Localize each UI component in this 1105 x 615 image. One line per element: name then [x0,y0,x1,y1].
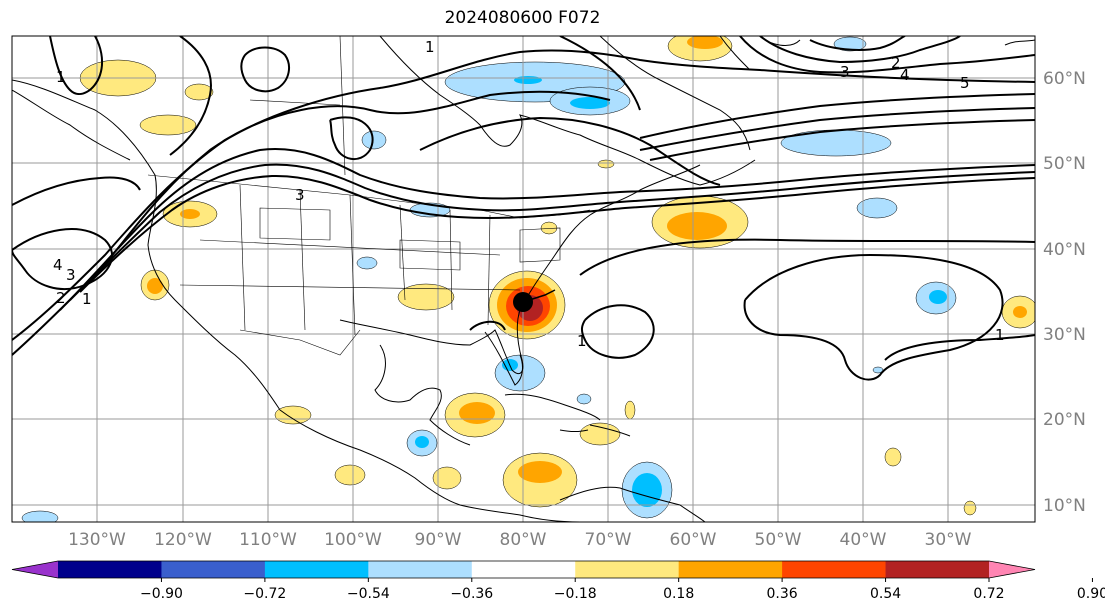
colorbar-extend-high [989,561,1035,578]
colorbar-tick-label: 0.90 [1077,586,1105,602]
colorbar-segment [368,561,473,578]
lon-label: 110°W [239,530,297,550]
anomaly-shading [21,36,1035,522]
colorbar-tick-label: −0.90 [140,586,183,602]
contour-label: 1 [425,38,435,56]
colorbar-tick-label: −0.18 [554,586,597,602]
contour-label: 1 [82,290,92,308]
lon-label: 60°W [670,530,717,550]
colorbar-segment [782,561,887,578]
contour-label: 1 [995,326,1005,344]
contour-label: 1 [56,68,66,86]
contour-label: 3 [840,63,850,81]
colorbar-tick-label: −0.36 [450,586,493,602]
coastlines [12,36,1035,522]
map-plot-area: 1 2 3 4 3 2 3 4 5 1 1 1 1 [12,36,1035,522]
colorbar-segment [161,561,266,578]
contour-label: 1 [577,332,587,350]
contour-label: 2 [56,289,66,307]
lat-label: 60°N [1043,69,1086,89]
colorbar-tick-label: −0.54 [347,586,390,602]
colorbar: −0.90 −0.72 −0.54 −0.36 −0.18 0.18 0.36 0.54 0.7… [11,560,1105,602]
contour-label-group: 1 2 3 4 3 2 3 4 5 1 1 1 1 [53,38,1005,350]
contour-lines [12,36,1035,381]
longitude-labels: 130°W 120°W 110°W 100°W 90°W 80°W 70°W 6… [68,530,972,550]
lon-label: 80°W [500,530,547,550]
lat-label: 30°N [1043,325,1086,345]
lon-label: 70°W [585,530,632,550]
colorbar-tick-label: 0.72 [973,586,1004,602]
colorbar-segment [264,561,369,578]
contour-label: 3 [295,186,305,204]
colorbar-segment [575,561,680,578]
colorbar-segment [885,561,990,578]
colorbar-segment [58,561,162,578]
contour-label: 4 [53,256,63,274]
lat-label: 40°N [1043,240,1086,260]
lon-label: 40°W [840,530,887,550]
colorbar-outline [11,560,1036,579]
colorbar-tick-label: 0.36 [767,586,798,602]
contour-label: 5 [960,74,970,92]
contour-label: 3 [66,266,76,284]
colorbar-extend-low [12,561,58,578]
map-title: 2024080600 F072 [444,8,601,28]
lat-label: 20°N [1043,410,1086,430]
colorbar-tick-label: −0.72 [243,586,286,602]
lon-label: 100°W [324,530,382,550]
colorbar-segment [471,561,576,578]
lat-label: 10°N [1043,496,1086,516]
map-gridlines [12,36,1035,522]
lon-label: 90°W [415,530,462,550]
lon-label: 130°W [68,530,126,550]
colorbar-tick-label: 0.18 [663,586,694,602]
map-frame [11,35,1036,523]
lat-label: 50°N [1043,154,1086,174]
colorbar-tick-label: 0.54 [870,586,901,602]
contour-label: 4 [900,66,910,84]
contour-label: 2 [891,54,901,72]
latitude-labels: 60°N 50°N 40°N 30°N 20°N 10°N [1043,69,1086,516]
colorbar-segment [678,561,783,578]
lon-label: 50°W [755,530,802,550]
lon-label: 120°W [154,530,212,550]
lon-label: 30°W [925,530,972,550]
